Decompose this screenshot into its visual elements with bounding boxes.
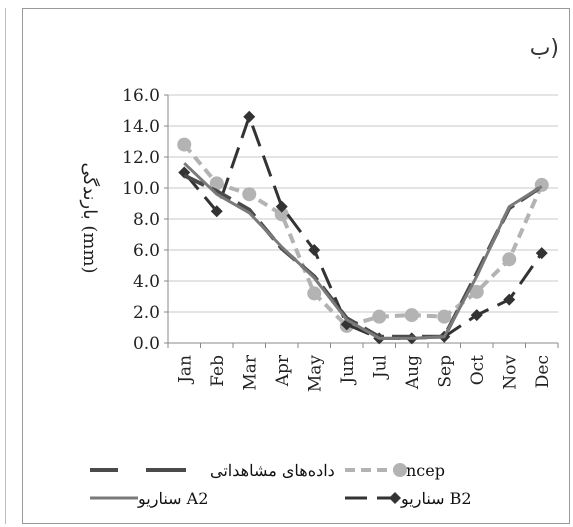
- data-point: [503, 293, 516, 306]
- data-point: [274, 207, 289, 222]
- y-tick-label: 8.0: [133, 210, 160, 230]
- y-tick-label: 14.0: [122, 117, 160, 137]
- x-tick-label: May: [305, 355, 325, 393]
- legend-label: ncep: [406, 461, 445, 480]
- legend: داده‌های مشاهداتی ncep سناریو A2 سناریو B2: [90, 461, 472, 508]
- series-layer: [177, 110, 549, 345]
- x-tick-label: Sep: [435, 355, 455, 388]
- legend-marker: [389, 492, 401, 504]
- series-3: [183, 162, 543, 340]
- axes: [164, 94, 559, 348]
- data-point: [535, 247, 548, 260]
- data-point: [177, 137, 192, 152]
- data-point: [209, 176, 224, 191]
- x-tick-label: Aug: [403, 355, 423, 390]
- x-tick-label: Jan: [175, 355, 195, 385]
- panel-label: (ب: [529, 36, 559, 61]
- data-point: [275, 200, 288, 213]
- y-tick-label: 4.0: [133, 272, 160, 292]
- y-axis-label: بارندگی (mm): [79, 162, 101, 273]
- x-tick-label: Jul: [370, 355, 390, 380]
- data-point: [372, 309, 387, 324]
- x-tick-label: Apr: [273, 354, 293, 387]
- x-tick-label: Jun: [338, 355, 358, 386]
- y-tick-label: 0.0: [133, 334, 160, 354]
- data-point: [307, 286, 322, 301]
- data-point: [470, 309, 483, 322]
- y-tick-label: 12.0: [122, 148, 160, 168]
- figure-frame: [22, 8, 570, 524]
- x-tick-label: Dec: [533, 355, 553, 388]
- left-border-line: [5, 8, 6, 524]
- data-point: [308, 244, 321, 256]
- grid-lines: [168, 94, 558, 313]
- x-tick-label: Oct: [468, 355, 488, 385]
- legend-item-4: سناریو B2: [345, 489, 472, 508]
- legend-item-3: سناریو A2: [90, 489, 208, 508]
- tick-labels: 0.0 2.0 4.0 6.0 8.0 10.0 12.0 14.0 16.0 Jan Feb Mar…: [122, 86, 553, 392]
- y-tick-label: 2.0: [133, 303, 160, 323]
- series-1: [183, 173, 543, 339]
- data-point: [243, 110, 256, 123]
- data-point: [469, 284, 484, 299]
- series-line: [183, 115, 543, 340]
- series-4: [178, 110, 548, 345]
- legend-label: داده‌های مشاهداتی: [210, 461, 335, 480]
- y-tick-label: 10.0: [122, 179, 160, 199]
- y-tick-label: 6.0: [133, 241, 160, 261]
- series-2: [177, 137, 549, 333]
- series-line: [183, 162, 543, 340]
- legend-label: سناریو A2: [137, 489, 208, 508]
- data-point: [210, 205, 223, 218]
- y-tick-label: 16.0: [122, 86, 160, 106]
- series-line: [183, 173, 543, 339]
- legend-label: سناریو B2: [400, 489, 472, 508]
- data-point: [502, 252, 517, 267]
- series-line: [182, 143, 544, 328]
- legend-item-1: داده‌های مشاهداتی: [90, 461, 335, 480]
- data-point: [404, 308, 419, 323]
- x-tick-label: Mar: [240, 354, 260, 391]
- data-point: [242, 187, 257, 202]
- legend-marker: [393, 463, 407, 477]
- legend-item-2: ncep: [345, 461, 445, 480]
- x-tick-label: Nov: [500, 355, 520, 390]
- data-point: [437, 309, 452, 324]
- x-tick-label: Feb: [208, 355, 228, 387]
